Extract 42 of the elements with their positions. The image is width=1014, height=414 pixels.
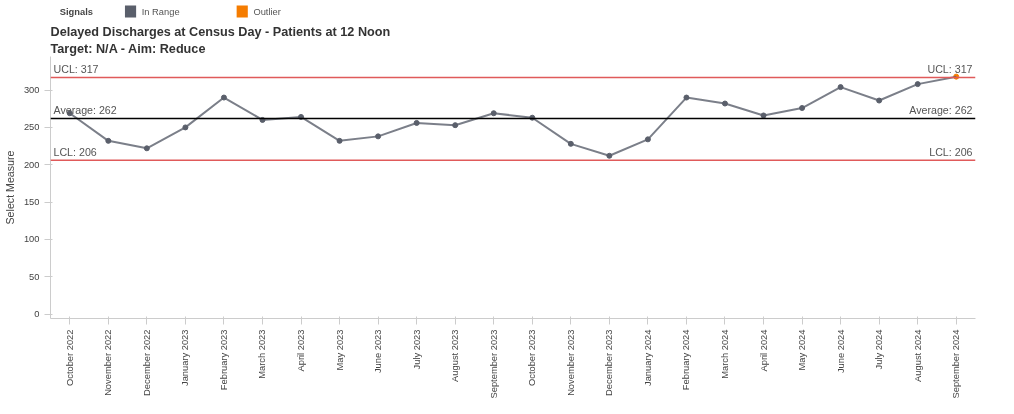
legend-label: In Range: [141, 6, 180, 17]
legend-title: Signals: [59, 6, 93, 17]
x-tick-label: November 2023: [565, 329, 576, 396]
x-tick-label: July 2024: [874, 329, 885, 370]
y-tick-label: 0: [34, 309, 40, 320]
x-tick-label: December 2022: [141, 329, 152, 396]
chart-subtitle: Target: N/A - Aim: Reduce: [50, 42, 206, 56]
x-tick-label: December 2023: [604, 329, 615, 396]
x-tick-label: May 2024: [797, 329, 808, 371]
x-tick-label: June 2024: [835, 329, 846, 374]
text: LCL: 206: [929, 146, 973, 159]
legend-label: Outlier: [253, 6, 281, 17]
x-tick-label: April 2023: [296, 329, 307, 372]
x-tick-label: January 2024: [642, 329, 653, 387]
x-tick-label: February 2024: [681, 329, 692, 391]
x-tick-label: March 2024: [719, 329, 730, 379]
x-tick-label: March 2023: [257, 329, 268, 379]
text: UCL: 317: [927, 63, 973, 76]
x-tick-label: April 2024: [758, 329, 769, 372]
y-tick-label: 150: [23, 197, 40, 208]
x-tick-label: September 2024: [951, 329, 962, 399]
x-tick-label: February 2023: [218, 329, 229, 391]
x-tick-label: July 2023: [411, 329, 422, 370]
x-tick-label: August 2024: [912, 329, 923, 382]
x-tick-label: October 2022: [64, 329, 75, 387]
ref-line-label: UCL: 317: [53, 63, 99, 76]
y-tick-label: 50: [29, 271, 40, 282]
y-tick-label: 100: [23, 234, 40, 245]
x-tick-label: October 2023: [527, 329, 538, 387]
text: Average: 262: [909, 104, 973, 117]
ref-line-label: LCL: 206: [53, 146, 97, 159]
y-tick-label: 200: [23, 159, 40, 170]
y-axis-title: Select Measure: [3, 150, 16, 225]
y-tick-label: 250: [23, 122, 40, 133]
x-tick-label: January 2023: [180, 329, 191, 387]
y-tick-label: 300: [23, 85, 40, 96]
x-tick-label: June 2023: [373, 329, 384, 374]
x-tick-label: November 2022: [103, 329, 114, 396]
chart-title: Delayed Discharges at Census Day - Patients at 12 Noon: [50, 25, 391, 39]
x-tick-label: May 2023: [334, 329, 345, 371]
x-tick-label: September 2023: [488, 329, 499, 399]
x-tick-label: August 2023: [450, 329, 461, 382]
